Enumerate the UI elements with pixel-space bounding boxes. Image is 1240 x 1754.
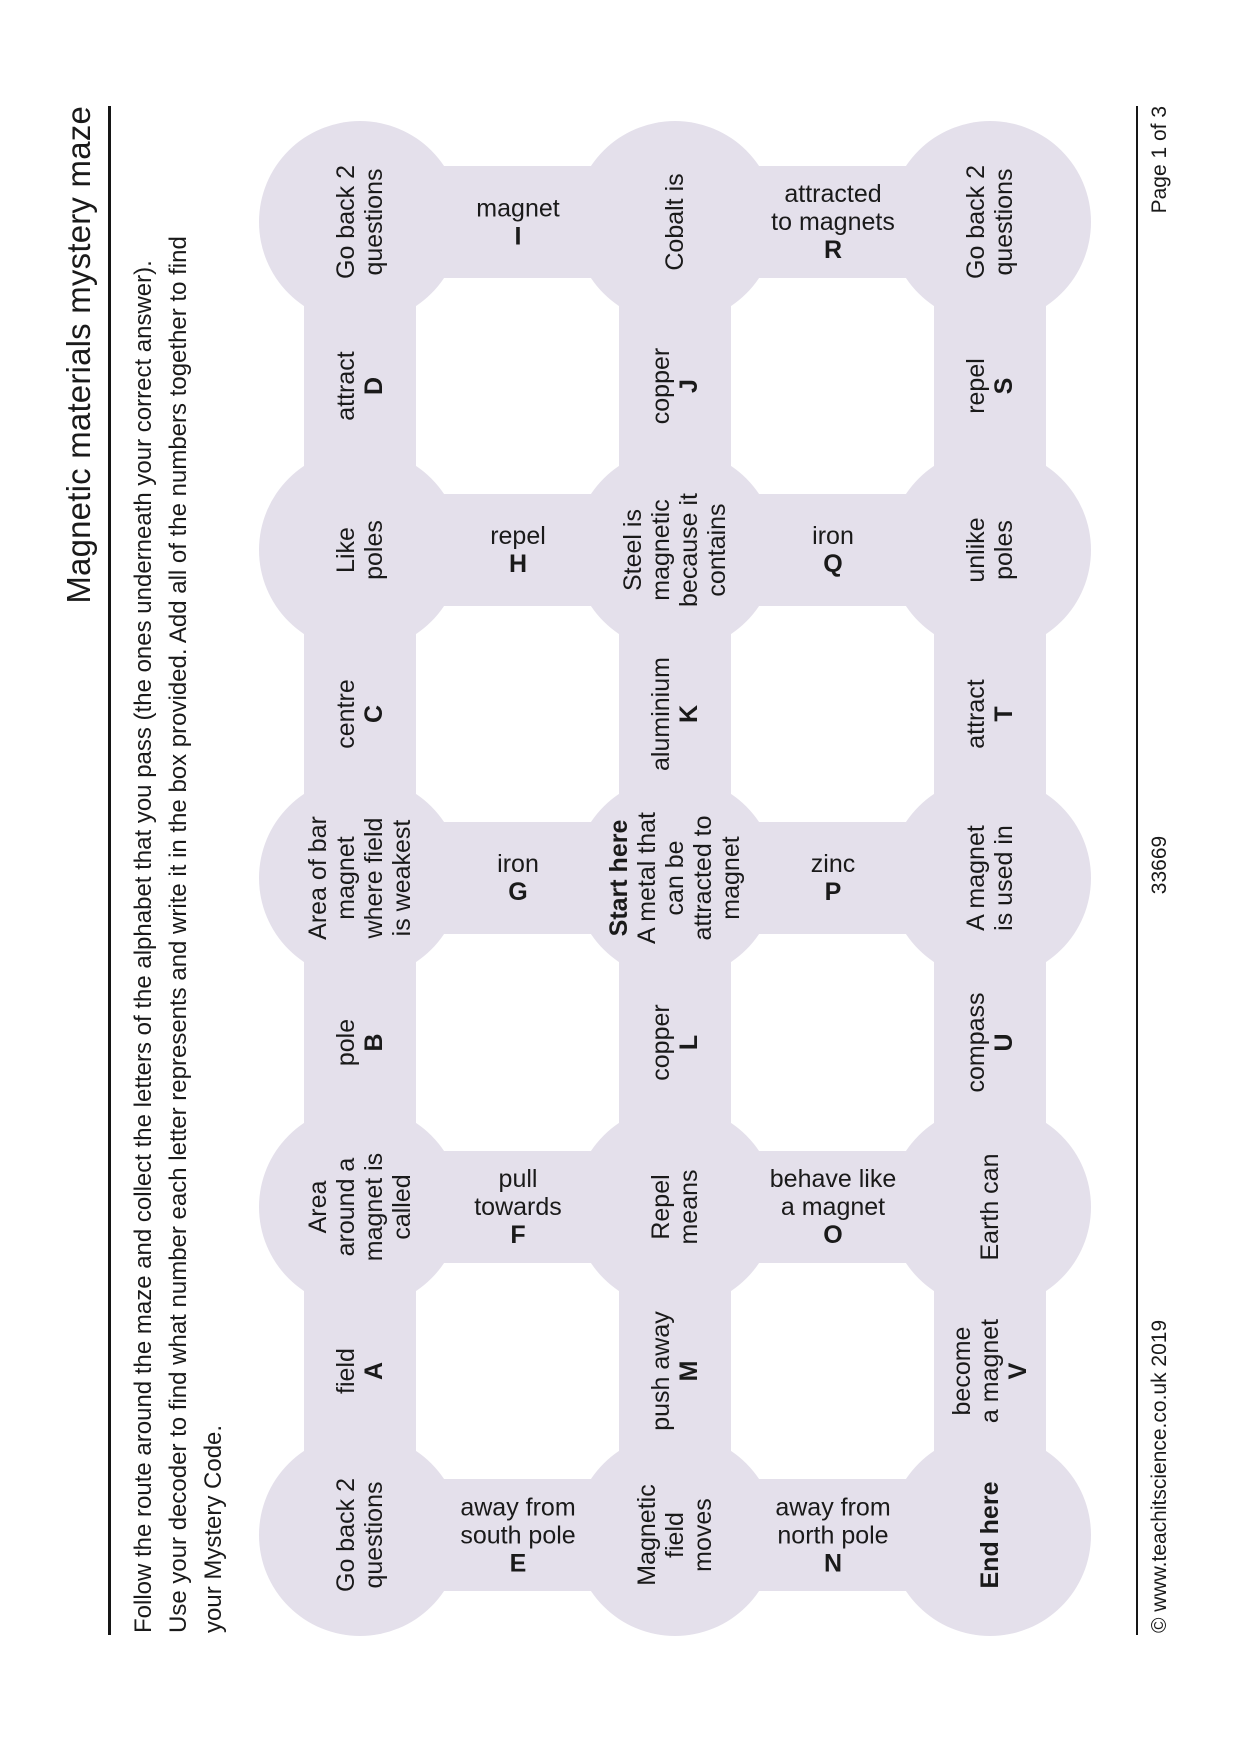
maze-answer-text: pull (498, 1165, 537, 1194)
maze-answer-text: field (332, 1348, 360, 1394)
maze-answer-letter: U (990, 1033, 1018, 1052)
maze-answer-text: north pole (776, 1521, 889, 1549)
maze-answer: pull towards F (474, 1165, 562, 1249)
maze-answer-text: centre (332, 679, 360, 749)
maze-answer: iron G (497, 850, 539, 906)
maze-answer-letter: P (824, 878, 841, 906)
footer-page-number: Page 1 of 3 (1148, 106, 1171, 214)
maze-answer-letter: V (1004, 1362, 1032, 1380)
maze-answer-text: iron (496, 850, 539, 878)
maze-answer-text: a magnet (976, 1318, 1004, 1424)
maze-answer-wrap: behave like a magnet O (675, 1151, 990, 1263)
maze-answer: away from south pole E (460, 1493, 575, 1577)
maze-answer-wrap: magnet I (360, 166, 675, 278)
maze-answer: repel S (962, 358, 1018, 414)
maze-answer: behave like a magnet O (769, 1165, 895, 1249)
maze-answer-text: a magnet (780, 1192, 885, 1221)
footer-rule (1136, 106, 1138, 1635)
maze-answer: become a magnet V (948, 1319, 1032, 1423)
maze-answer-letter: F (509, 1221, 526, 1250)
maze-answer-letter: L (675, 1034, 703, 1051)
maze-answer: copper J (647, 348, 703, 424)
maze-answer-letter: R (823, 236, 842, 264)
maze-answer-text: attract (962, 679, 990, 749)
maze-answer-text: repel (489, 522, 546, 550)
maze-answer-text: south pole (459, 1521, 576, 1549)
maze-answer-text: repel (962, 358, 990, 414)
maze-answer-letter: E (509, 1549, 526, 1577)
maze-answer-letter: N (823, 1549, 842, 1577)
maze-answer-text: to magnets (770, 208, 895, 236)
maze-answer-text: push away (647, 1311, 675, 1431)
maze-answer-letter: D (360, 376, 388, 396)
maze-answer-text: become (948, 1326, 976, 1416)
maze-answer: push away M (647, 1311, 703, 1431)
maze-answer-text: compass (962, 992, 990, 1093)
maze-answer-wrap: away from north pole N (675, 1479, 990, 1591)
maze-answer-text: magnet (475, 194, 560, 223)
maze-answer: iron Q (812, 522, 854, 578)
maze-answer-text: copper (647, 347, 675, 425)
maze-answer: attracted to magnets R (771, 180, 895, 264)
maze-answer-text: iron (811, 522, 854, 550)
maze-answer-wrap: attracted to magnets R (675, 166, 990, 278)
maze-answer-letter: O (822, 1220, 843, 1249)
maze-answer-letter: K (675, 704, 703, 724)
maze-answer-text: away from (459, 1493, 576, 1521)
maze-answer-text: aluminium (647, 657, 675, 771)
maze-answer-text: towards (473, 1193, 562, 1222)
maze-answer-letter: I (514, 222, 521, 251)
maze-answer: compass U (962, 992, 1018, 1092)
maze-answer-letter: C (360, 704, 388, 724)
maze-answer: magnet I (476, 194, 559, 250)
maze-answer-letter: B (360, 1033, 388, 1052)
maze-answer-letter: H (508, 550, 527, 578)
maze-answer: copper L (647, 1004, 703, 1080)
maze-answer: field A (332, 1348, 388, 1394)
maze-answer-letter: M (675, 1360, 703, 1382)
maze-answer-wrap: iron G (360, 822, 675, 934)
maze-answer-text: copper (647, 1004, 675, 1081)
maze-answer-text: attracted (783, 180, 882, 208)
maze-answer-letter: A (360, 1361, 388, 1381)
maze-answer-text: zinc (810, 850, 855, 878)
maze-answer-wrap: iron Q (675, 494, 990, 606)
footer-copyright: © www.teachitscience.co.uk 2019 (1148, 1319, 1171, 1633)
maze-answer-wrap: repel H (360, 494, 675, 606)
maze-answer: pole B (332, 1019, 388, 1066)
maze-answer: aluminium K (647, 657, 703, 771)
maze-answer: repel H (490, 522, 546, 578)
maze-answer-text: away from (774, 1493, 891, 1521)
maze-answer: attract T (962, 679, 1018, 748)
footer-document-id: 33669 (1148, 835, 1171, 895)
maze-answer-letter: G (507, 878, 528, 906)
maze-answer: centre C (332, 679, 388, 748)
maze-answer-letter: S (990, 377, 1018, 395)
maze-answer-letter: Q (822, 550, 843, 578)
maze-answer: attract D (332, 351, 388, 420)
maze-answer-text: behave like (769, 1164, 896, 1193)
maze-answer: zinc P (810, 850, 854, 906)
maze-answer-letter: J (675, 379, 703, 393)
maze-answer-wrap: zinc P (675, 822, 990, 934)
maze-answer-text: attract (332, 351, 360, 421)
maze-answer-letter: T (990, 706, 1018, 722)
maze-answer-wrap: pull towards F (360, 1151, 675, 1263)
maze-answer-text: pole (332, 1018, 360, 1067)
maze-answer-wrap: away from south pole E (360, 1479, 675, 1591)
maze-answer: away from north pole N (775, 1493, 890, 1577)
